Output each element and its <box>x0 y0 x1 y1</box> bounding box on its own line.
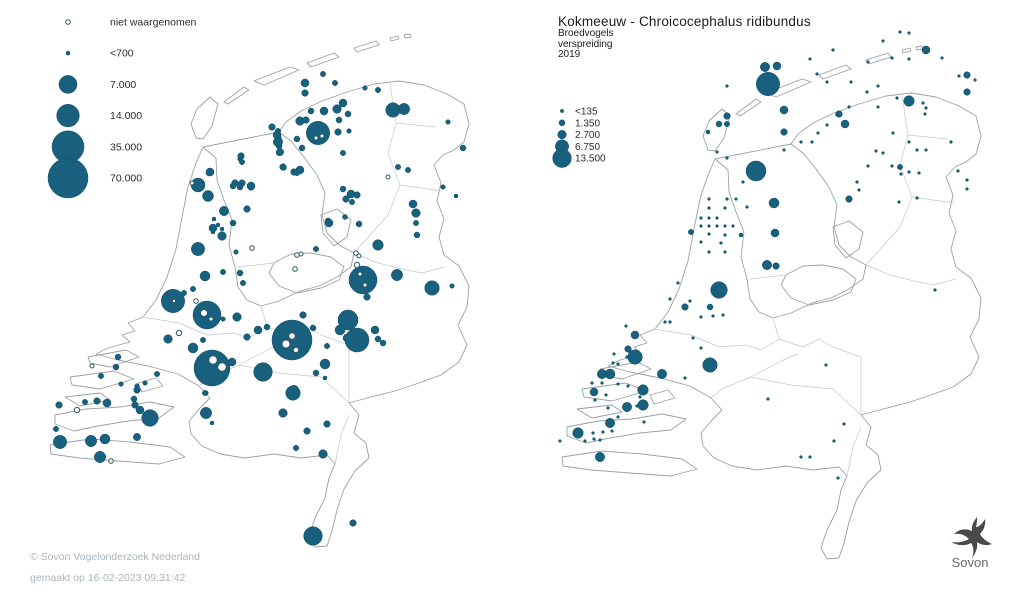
legend-label: <135 <box>575 107 598 118</box>
legend-label: 70.000 <box>110 173 142 185</box>
left-distribution-map <box>49 33 470 548</box>
legend-label: <700 <box>110 48 134 60</box>
map-header: Kokmeeuw - Chroicocephalus ridibundus Br… <box>558 14 811 61</box>
legend-label: 6.750 <box>575 142 600 153</box>
footer: © Sovon Vogelonderzoek Nederland gemaakt… <box>30 551 200 593</box>
legend-label: 7.000 <box>110 79 136 91</box>
generated-timestamp: gemaakt op 16-02-2023 09:31:42 <box>30 572 186 584</box>
legend-label: 2.700 <box>575 130 600 141</box>
copyright-text: © Sovon Vogelonderzoek Nederland <box>30 551 201 563</box>
map-subtitle-line: Broedvogels <box>558 28 614 39</box>
legend-label: 35.000 <box>110 141 142 153</box>
swallow-bird-icon <box>951 517 992 558</box>
map-subtitle-line: 2019 <box>558 49 581 60</box>
legend-label: 13.500 <box>575 154 606 165</box>
map-title: Kokmeeuw - Chroicocephalus ridibundus <box>558 14 811 29</box>
right-distribution-map <box>558 30 982 560</box>
left-map-bubbles <box>53 71 467 546</box>
sovon-wordmark: Sovon <box>952 555 989 570</box>
legend-label: 1.350 <box>575 118 600 129</box>
map-subtitle-line: verspreiding <box>558 38 613 50</box>
sovon-logo: Sovon <box>938 516 1002 572</box>
legend-label: 14.000 <box>110 110 142 122</box>
abundance-legend: niet waargenomen <700 7.000 14.000 35.000 70.… <box>47 17 197 199</box>
legend-label: niet waargenomen <box>110 17 197 29</box>
right-map-bubbles <box>558 30 977 480</box>
